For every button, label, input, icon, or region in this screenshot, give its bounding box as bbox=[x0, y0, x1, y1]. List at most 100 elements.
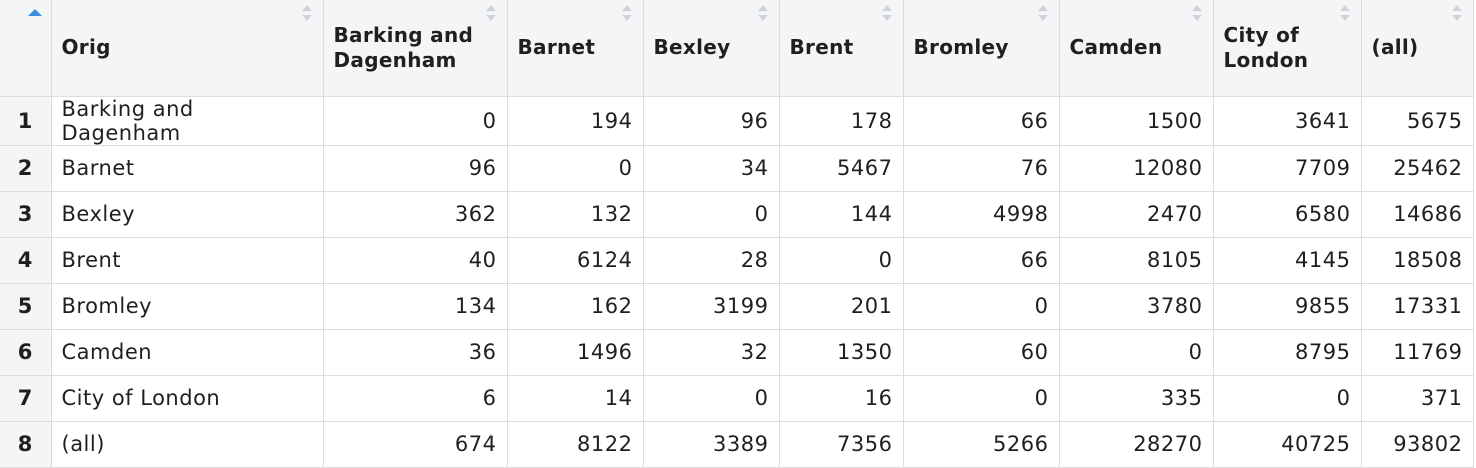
table-cell: 201 bbox=[779, 283, 904, 330]
table-cell: 3199 bbox=[643, 283, 780, 330]
table-cell: 6580 bbox=[1213, 191, 1362, 238]
table-row: 2 Barnet 96 0 34 5467 76 12080 7709 2546… bbox=[0, 145, 1474, 192]
sort-arrows-icon[interactable] bbox=[757, 5, 768, 23]
header-row: Orig Barking and Dagenham Barnet Bexley … bbox=[0, 0, 1474, 97]
table-cell: 7356 bbox=[779, 421, 904, 468]
table-row: 4 Brent 40 6124 28 0 66 8105 4145 18508 bbox=[0, 237, 1474, 284]
row-number: 5 bbox=[0, 283, 52, 330]
column-header-label: Barnet bbox=[517, 35, 596, 60]
sort-arrows-icon[interactable] bbox=[1451, 5, 1462, 23]
column-header-label: Camden bbox=[1069, 35, 1163, 60]
row-number: 3 bbox=[0, 191, 52, 238]
column-header-orig[interactable]: Orig bbox=[51, 0, 324, 97]
table-cell: 0 bbox=[323, 96, 508, 146]
table-cell: 2470 bbox=[1059, 191, 1214, 238]
table-cell: 40725 bbox=[1213, 421, 1362, 468]
row-number: 6 bbox=[0, 329, 52, 376]
table-cell: 11769 bbox=[1361, 329, 1474, 376]
table-cell: 9855 bbox=[1213, 283, 1362, 330]
table-cell: 8105 bbox=[1059, 237, 1214, 284]
table-cell: 34 bbox=[643, 145, 780, 192]
sort-arrows-icon[interactable] bbox=[485, 5, 496, 23]
table-cell: 66 bbox=[903, 237, 1060, 284]
table-cell: Bexley bbox=[51, 191, 324, 238]
table-cell: 132 bbox=[507, 191, 644, 238]
table-cell: 674 bbox=[323, 421, 508, 468]
table-cell: Barking and Dagenham bbox=[51, 96, 324, 146]
table-cell: 162 bbox=[507, 283, 644, 330]
column-header-bexley[interactable]: Bexley bbox=[643, 0, 780, 97]
table-cell: 0 bbox=[1059, 329, 1214, 376]
table-cell: 5467 bbox=[779, 145, 904, 192]
column-header-all[interactable]: (all) bbox=[1361, 0, 1474, 97]
table-cell: 362 bbox=[323, 191, 508, 238]
row-number-header[interactable] bbox=[0, 0, 52, 97]
table-cell: 1496 bbox=[507, 329, 644, 376]
column-header-label: Barking and Dagenham bbox=[333, 22, 474, 72]
table-cell: 66 bbox=[903, 96, 1060, 146]
table-cell: (all) bbox=[51, 421, 324, 468]
row-number: 8 bbox=[0, 421, 52, 468]
table-cell: 0 bbox=[643, 375, 780, 422]
column-header-city-of-london[interactable]: City of London bbox=[1213, 0, 1362, 97]
table-cell: 28 bbox=[643, 237, 780, 284]
table-cell: 0 bbox=[507, 145, 644, 192]
table-cell: 3389 bbox=[643, 421, 780, 468]
table-cell: 32 bbox=[643, 329, 780, 376]
table-cell: 28270 bbox=[1059, 421, 1214, 468]
table-cell: 93802 bbox=[1361, 421, 1474, 468]
column-header-camden[interactable]: Camden bbox=[1059, 0, 1214, 97]
column-header-barnet[interactable]: Barnet bbox=[507, 0, 644, 97]
table-row: 3 Bexley 362 132 0 144 4998 2470 6580 14… bbox=[0, 191, 1474, 238]
table-cell: 4998 bbox=[903, 191, 1060, 238]
table-cell: 12080 bbox=[1059, 145, 1214, 192]
column-header-label: (all) bbox=[1371, 35, 1419, 60]
table-cell: 18508 bbox=[1361, 237, 1474, 284]
table-cell: 16 bbox=[779, 375, 904, 422]
table-cell: 8122 bbox=[507, 421, 644, 468]
sort-arrows-icon[interactable] bbox=[1037, 5, 1048, 23]
sort-arrows-icon[interactable] bbox=[881, 5, 892, 23]
table-cell: 6124 bbox=[507, 237, 644, 284]
table-cell: 194 bbox=[507, 96, 644, 146]
sort-ascending-icon bbox=[28, 9, 42, 16]
sort-arrows-icon[interactable] bbox=[621, 5, 632, 23]
row-number: 4 bbox=[0, 237, 52, 284]
table-cell: 5675 bbox=[1361, 96, 1474, 146]
sort-arrows-icon[interactable] bbox=[1191, 5, 1202, 23]
table-cell: 0 bbox=[903, 375, 1060, 422]
column-header-label: Bexley bbox=[653, 35, 731, 60]
table-cell: 36 bbox=[323, 329, 508, 376]
table-cell: Bromley bbox=[51, 283, 324, 330]
table-cell: 0 bbox=[903, 283, 1060, 330]
table-cell: 60 bbox=[903, 329, 1060, 376]
column-header-label: Orig bbox=[61, 35, 111, 60]
column-header-label: City of London bbox=[1223, 22, 1309, 72]
table-cell: Brent bbox=[51, 237, 324, 284]
row-number: 7 bbox=[0, 375, 52, 422]
table-row: 5 Bromley 134 162 3199 201 0 3780 9855 1… bbox=[0, 283, 1474, 330]
sort-arrows-icon[interactable] bbox=[301, 5, 312, 23]
table-cell: Camden bbox=[51, 329, 324, 376]
table-cell: 0 bbox=[1213, 375, 1362, 422]
table-cell: 96 bbox=[323, 145, 508, 192]
column-header-brent[interactable]: Brent bbox=[779, 0, 904, 97]
table-cell: 178 bbox=[779, 96, 904, 146]
column-header-bromley[interactable]: Bromley bbox=[903, 0, 1060, 97]
table-cell: 3780 bbox=[1059, 283, 1214, 330]
column-header-label: Bromley bbox=[913, 35, 1009, 60]
table-row: 8 (all) 674 8122 3389 7356 5266 28270 40… bbox=[0, 421, 1474, 468]
sort-arrows-icon[interactable] bbox=[1339, 5, 1350, 23]
table-cell: 17331 bbox=[1361, 283, 1474, 330]
table-cell: 144 bbox=[779, 191, 904, 238]
row-number: 2 bbox=[0, 145, 52, 192]
column-header-barking-and-dagenham[interactable]: Barking and Dagenham bbox=[323, 0, 508, 97]
table-row: 6 Camden 36 1496 32 1350 60 0 8795 11769 bbox=[0, 329, 1474, 376]
table-row: 1 Barking and Dagenham 0 194 96 178 66 1… bbox=[0, 96, 1474, 146]
table-cell: 25462 bbox=[1361, 145, 1474, 192]
table-cell: 134 bbox=[323, 283, 508, 330]
table-cell: 14 bbox=[507, 375, 644, 422]
table-row: 7 City of London 6 14 0 16 0 335 0 371 bbox=[0, 375, 1474, 422]
table-cell: 76 bbox=[903, 145, 1060, 192]
